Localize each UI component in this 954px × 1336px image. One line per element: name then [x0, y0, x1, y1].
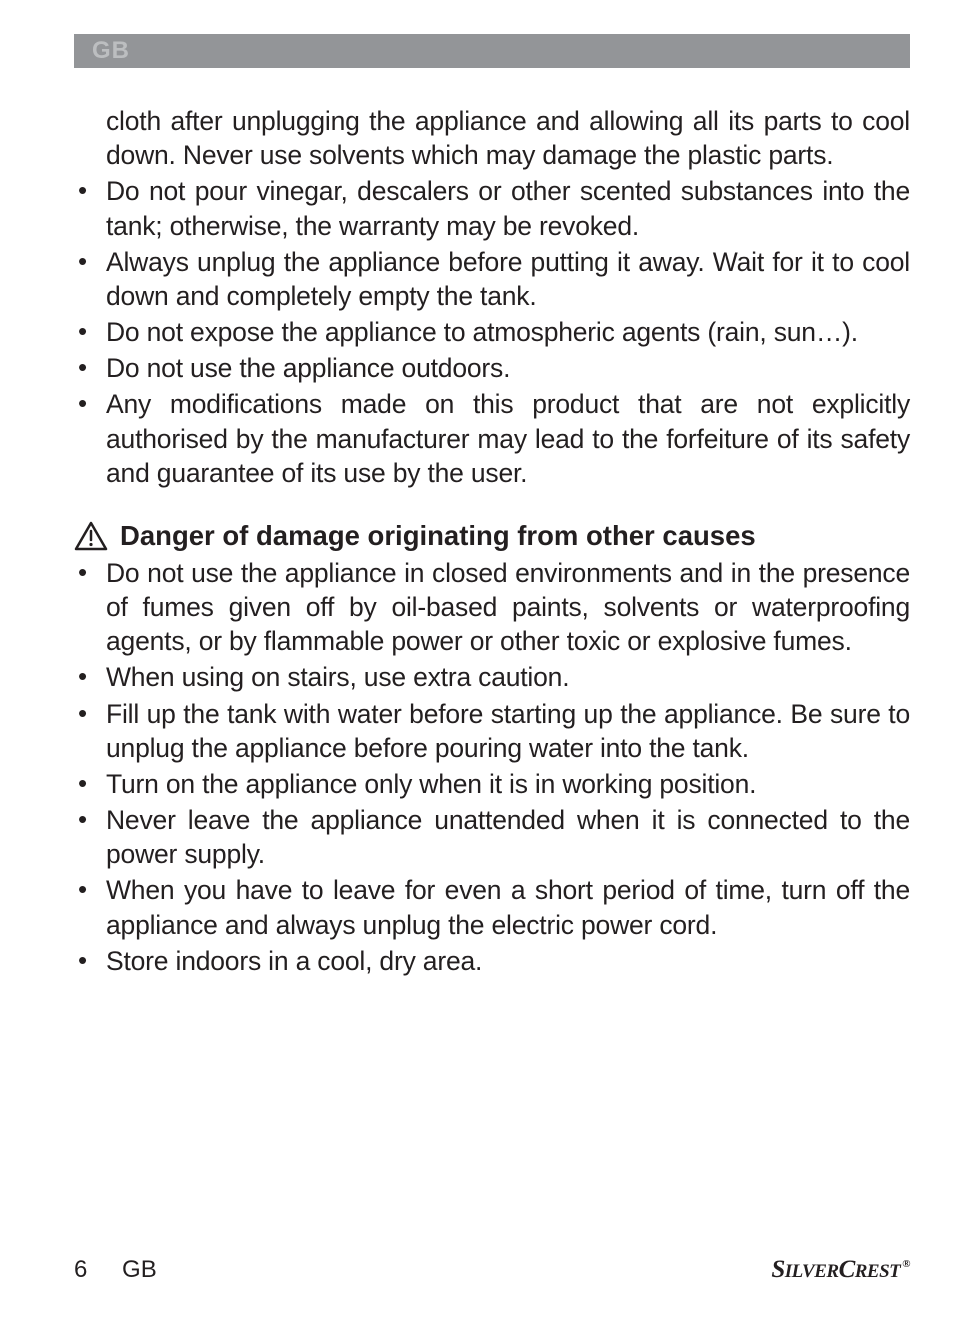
trademark-symbol: ® — [900, 1256, 910, 1270]
bullet-list-a: Do not pour vinegar, descalers or other … — [74, 174, 910, 490]
list-item: Do not use the appliance outdoors. — [74, 351, 910, 385]
list-item: Do not pour vinegar, descalers or other … — [74, 174, 910, 242]
page-root: GB cloth after unplugging the appliance … — [0, 0, 954, 1336]
brand-logo: SILVERCREST ® — [771, 1256, 910, 1284]
page-number: 6 — [74, 1256, 87, 1283]
header-language-label: GB — [74, 37, 130, 65]
brand-text: SILVERCREST — [771, 1256, 900, 1284]
list-item: Do not use the appliance in closed envir… — [74, 556, 910, 659]
list-item: When using on stairs, use extra caution. — [74, 660, 910, 694]
bullet-list-b: Do not use the appliance in closed envir… — [74, 556, 910, 978]
list-item: When you have to leave for even a short … — [74, 873, 910, 941]
footer: 6 GB SILVERCREST ® — [74, 1256, 910, 1284]
continuation-paragraph: cloth after unplugging the appliance and… — [74, 104, 910, 172]
footer-language-code: GB — [122, 1256, 157, 1283]
list-item: Any modifications made on this product t… — [74, 387, 910, 490]
section-heading-text: Danger of damage originating from other … — [120, 520, 756, 552]
list-item: Never leave the appliance unattended whe… — [74, 803, 910, 871]
list-item: Fill up the tank with water before start… — [74, 697, 910, 765]
footer-left: 6 GB — [74, 1256, 157, 1284]
list-item: Do not expose the appliance to atmospher… — [74, 315, 910, 349]
section-heading: Danger of damage originating from other … — [74, 520, 910, 552]
header-bar: GB — [74, 34, 910, 68]
list-item: Turn on the appliance only when it is in… — [74, 767, 910, 801]
warning-triangle-icon — [74, 521, 108, 551]
list-item: Store indoors in a cool, dry area. — [74, 944, 910, 978]
list-item: Always unplug the appliance before putti… — [74, 245, 910, 313]
